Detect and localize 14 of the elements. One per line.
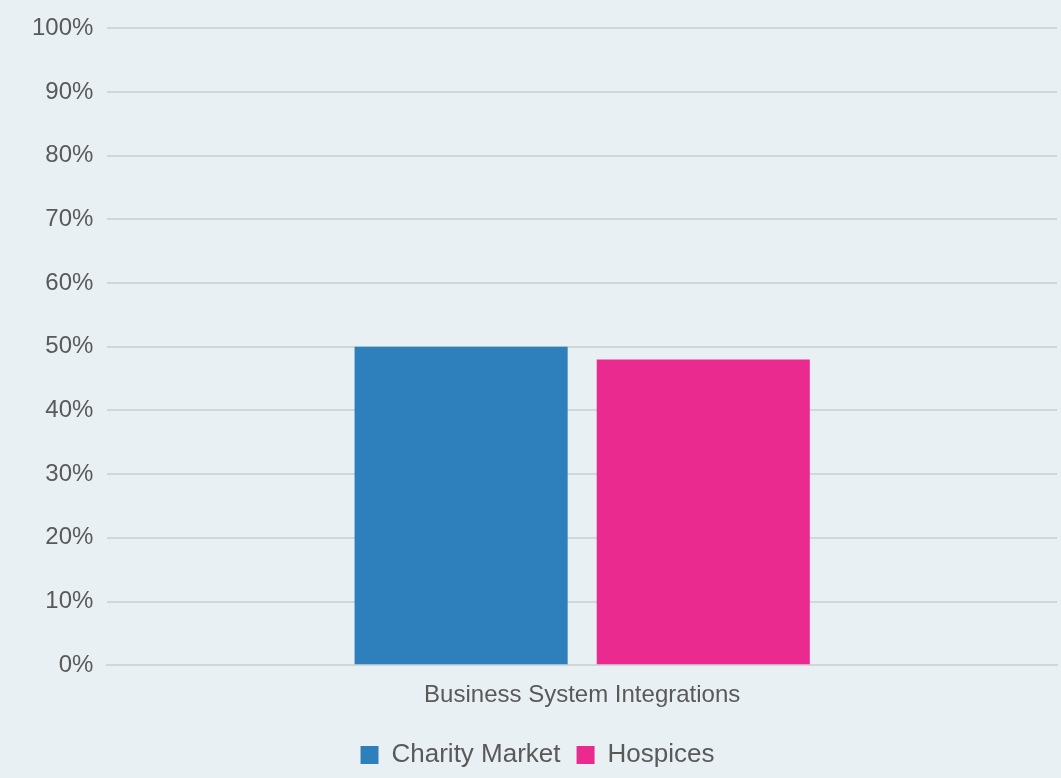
y-tick-label: 20% <box>45 522 94 550</box>
y-tick-label: 100% <box>31 13 94 41</box>
y-tick-label: 0% <box>58 649 94 677</box>
x-tick-label: Business System Integrations <box>424 680 741 708</box>
legend-label: Charity Market <box>391 738 562 769</box>
y-tick-label: 80% <box>45 140 94 168</box>
legend-label: Hospices <box>607 738 715 769</box>
y-tick-label: 60% <box>45 267 94 295</box>
y-tick-label: 90% <box>45 76 94 104</box>
y-tick-label: 50% <box>45 331 94 359</box>
y-tick-label: 30% <box>45 458 94 486</box>
y-tick-label: 40% <box>45 395 94 423</box>
y-tick-label: 10% <box>45 586 94 614</box>
y-tick-label: 70% <box>45 204 94 232</box>
